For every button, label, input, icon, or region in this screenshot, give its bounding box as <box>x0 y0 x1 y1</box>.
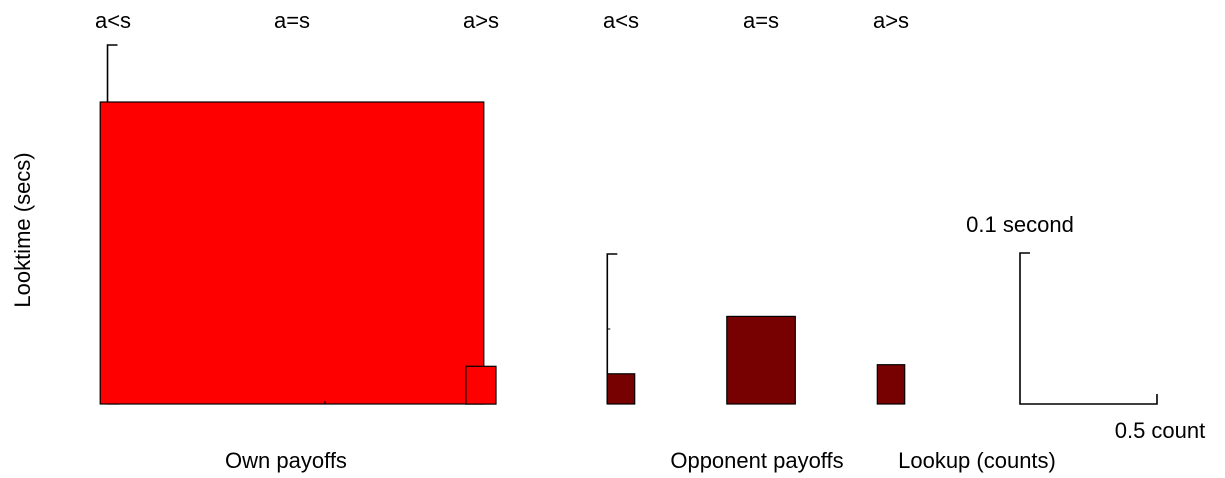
opponent-payoffs-group: a<s a=s a>s <box>603 8 909 405</box>
scale-legend-y-label: 0.1 second <box>966 212 1074 237</box>
category-label-opponent-gt: a>s <box>873 8 909 33</box>
category-label-own-eq: a=s <box>274 8 310 33</box>
y-axis-label: Looktime (secs) <box>10 152 35 307</box>
scale-legend-bracket <box>1019 252 1158 405</box>
bar-own-eq <box>99 101 485 405</box>
category-label-opponent-lt: a<s <box>603 8 639 33</box>
bar-opponent-lt <box>606 373 636 405</box>
own-payoffs-group: a<s a=s a>s <box>95 8 499 405</box>
opponent-payoffs-axis <box>606 253 618 404</box>
scale-legend-title: Lookup (counts) <box>898 448 1056 473</box>
group-label-own-payoffs: Own payoffs <box>225 448 347 473</box>
category-label-opponent-eq: a=s <box>743 8 779 33</box>
category-label-own-lt: a<s <box>95 8 131 33</box>
scale-legend-x-label: 0.5 count <box>1115 418 1206 443</box>
group-label-opponent-payoffs: Opponent payoffs <box>670 448 843 473</box>
bar-opponent-eq <box>726 315 796 405</box>
scale-legend: 0.1 second 0.5 count Lookup (counts) <box>898 212 1205 473</box>
bar-own-gt <box>465 365 497 405</box>
bar-opponent-gt <box>876 364 906 405</box>
category-label-own-gt: a>s <box>463 8 499 33</box>
